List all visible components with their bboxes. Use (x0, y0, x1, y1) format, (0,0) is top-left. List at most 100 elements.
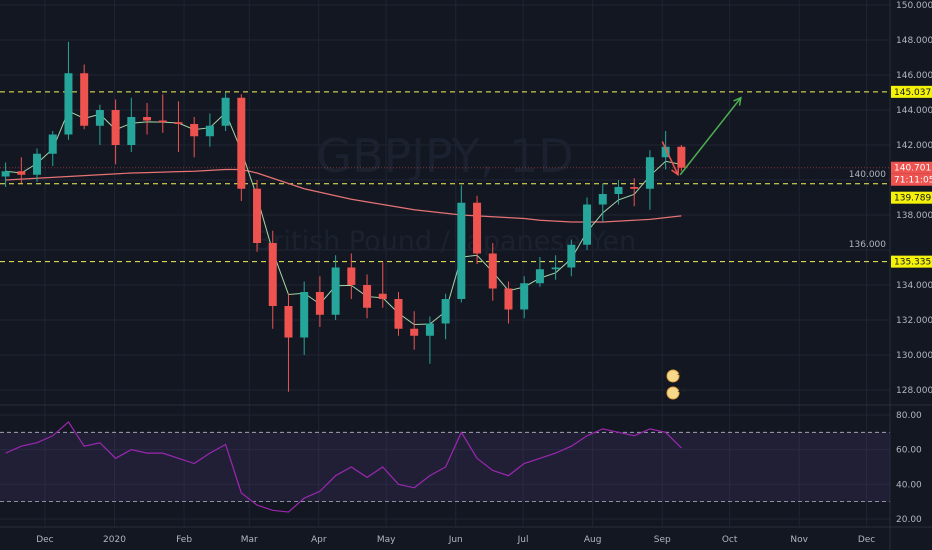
candle-body (268, 243, 277, 306)
time-tick-label: Nov (790, 535, 808, 545)
time-tick-label: Jul (517, 535, 529, 545)
event-icon (666, 369, 680, 383)
candle-body (394, 299, 403, 329)
candle-body (520, 283, 529, 310)
event-count: 13 (677, 386, 686, 394)
candle-body (174, 122, 183, 124)
candle-body (504, 288, 513, 310)
candle-body (284, 306, 293, 338)
time-tick-label: May (377, 535, 396, 545)
rsi-tick-label: 80.00 (896, 411, 922, 421)
candle-body (95, 110, 104, 126)
candle-body (158, 120, 167, 123)
price-tick-label: 134.000 (896, 281, 932, 291)
price-tick-label: 144.000 (896, 106, 932, 116)
time-tick-label: Jun (448, 535, 463, 545)
red-arrow-head (671, 166, 680, 177)
rsi-line (5, 421, 682, 513)
long-moving-average-line (5, 168, 682, 223)
last-price-label-bg (891, 161, 932, 174)
time-tick-label: Oct (722, 535, 738, 545)
candle-body (33, 153, 42, 175)
candle-body (583, 204, 592, 245)
candle-body (488, 253, 497, 289)
description-watermark: British Pound / Japanese Yen (254, 226, 636, 257)
candle-body (205, 125, 214, 137)
candle-body (661, 146, 670, 158)
candle-body (17, 171, 26, 175)
candle-body (300, 292, 309, 338)
candle-body (237, 97, 246, 189)
candle-body (598, 194, 607, 205)
green-arrow (679, 97, 742, 176)
level-label-bg (891, 85, 932, 98)
level-label: 145.037 (894, 88, 931, 98)
candle-body (143, 117, 152, 121)
candle-body (551, 267, 560, 270)
grid (0, 0, 890, 527)
horizontal-levels[interactable] (0, 91, 890, 263)
green-arrow-head (733, 96, 742, 106)
rsi-pane (0, 421, 890, 513)
candle-body (347, 267, 356, 285)
red-arrow (661, 141, 679, 176)
event-markers[interactable]: 3 13 (666, 369, 686, 400)
event-icon (666, 386, 680, 400)
price-tick-label: 142.000 (896, 141, 932, 151)
candle-body (630, 187, 639, 189)
candle-body (315, 292, 324, 315)
price-tick-label: 128.000 (896, 386, 932, 396)
time-tick-label: Sep (654, 535, 671, 545)
price-tick-label: 148.000 (896, 36, 932, 46)
time-tick-label: 2020 (103, 535, 126, 545)
rsi-tick-label: 60.00 (896, 446, 922, 456)
price-tick-label: 130.000 (896, 351, 932, 361)
price-tick-label: 140.000 (849, 170, 886, 180)
time-tick-label: Aug (584, 535, 602, 545)
level-label-bg (891, 255, 932, 268)
rsi-tick-label: 40.00 (896, 480, 922, 490)
countdown-label: 71:11:05 (894, 176, 932, 186)
candle-body (190, 124, 199, 137)
candle-body (111, 110, 120, 145)
candles (1, 41, 686, 392)
candle-body (253, 188, 262, 243)
time-tick-label: Feb (176, 535, 192, 545)
price-badges: 145.037 140.701 71:11:05 139.789 135.335 (891, 85, 932, 268)
trend-arrows[interactable] (661, 96, 742, 177)
candle-body (645, 157, 654, 189)
candle-body (677, 146, 686, 168)
price-tick-label: 150.000 (896, 1, 932, 11)
price-tick-label: 146.000 (896, 71, 932, 81)
candle-body (425, 323, 434, 336)
candle-body (535, 269, 544, 284)
time-tick-label: Mar (241, 535, 258, 545)
time-tick-label: Dec (858, 535, 875, 545)
candle-body (567, 244, 576, 268)
time-tick-label: Apr (311, 535, 327, 545)
candle-body (614, 187, 623, 194)
candle-body (80, 73, 89, 126)
candle-body (441, 299, 450, 324)
level-label: 139.789 (894, 194, 931, 204)
candle-body (331, 267, 340, 315)
candle-body (410, 328, 419, 336)
candle-body (221, 97, 230, 126)
candle-body (127, 117, 136, 145)
level-label-bg (891, 191, 932, 204)
axes[interactable]: Dec 2020 Feb Mar Apr May Jun Jul Aug Sep Oct Nov Dec… (36, 1, 932, 545)
candle-body (48, 134, 57, 154)
rsi-tick-label: 20.00 (896, 515, 922, 525)
price-tick-label: 138.000 (896, 211, 932, 221)
event-count: 3 (677, 369, 681, 377)
price-tick-label: 132.000 (896, 316, 932, 326)
candle-body (457, 202, 466, 299)
price-tick-label: 136.000 (849, 240, 886, 250)
candle-body (363, 285, 372, 308)
candle-body (64, 73, 73, 135)
time-tick-label: Dec (36, 535, 53, 545)
candle-body (1, 171, 10, 177)
level-label: 135.335 (894, 258, 931, 268)
candle-body (473, 202, 482, 254)
